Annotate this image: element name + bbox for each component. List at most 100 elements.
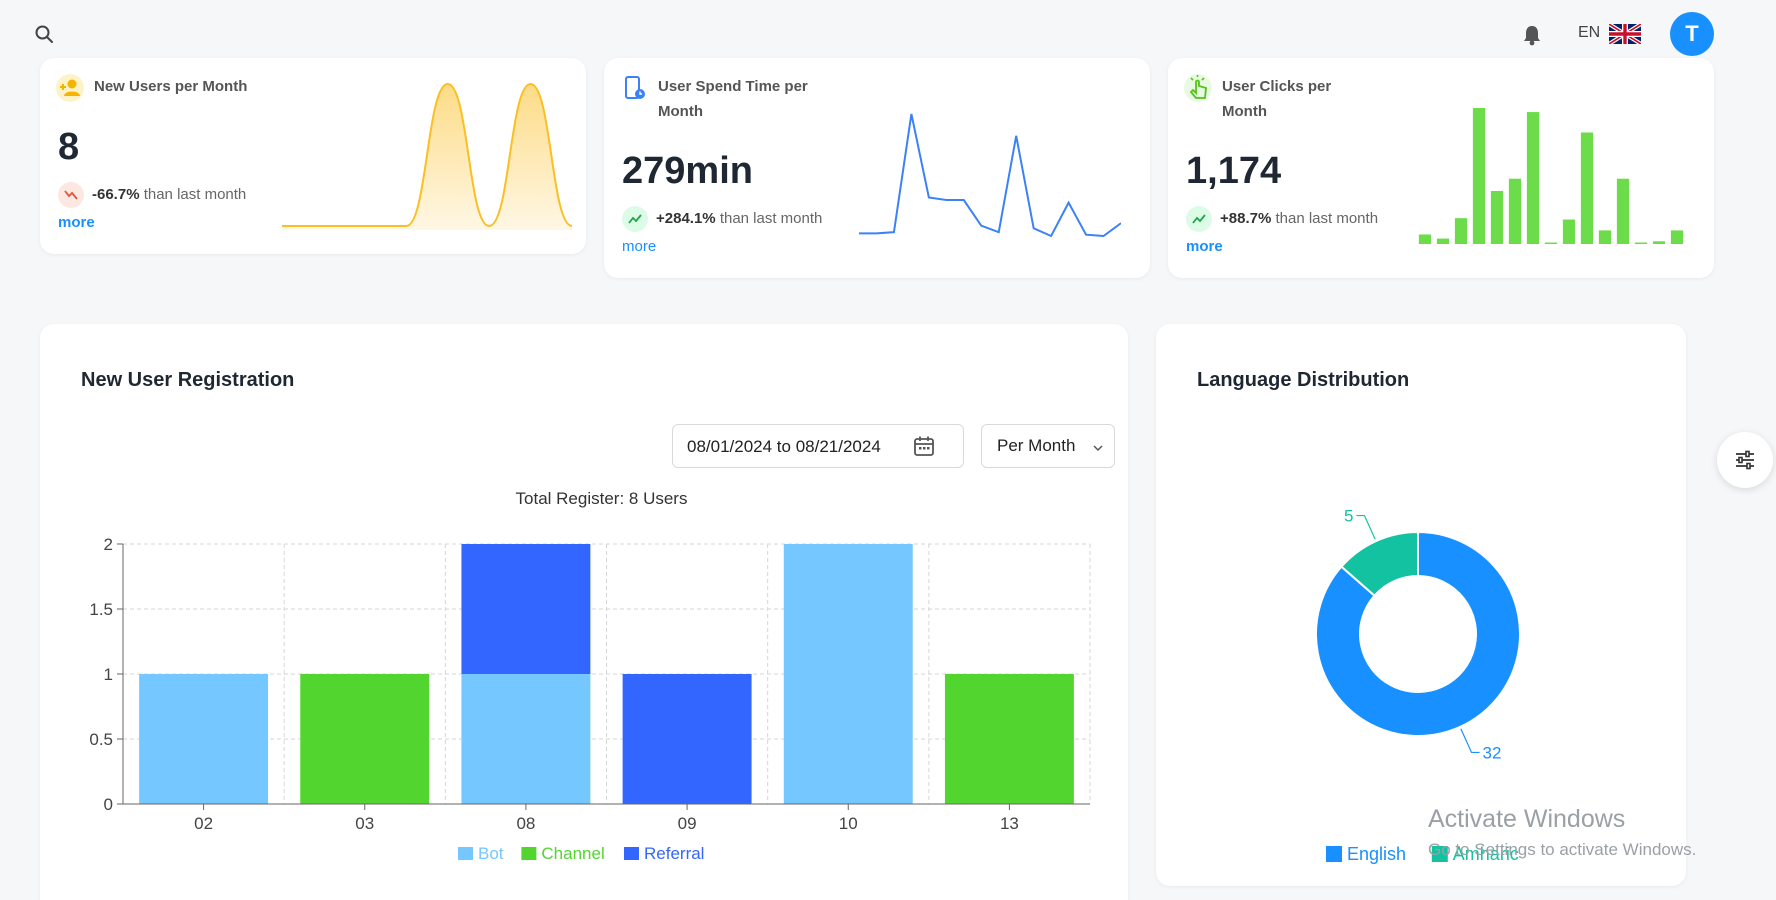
stat-title-line2: Month: [1222, 103, 1267, 120]
watermark-line1: Activate Windows: [1428, 805, 1626, 833]
y-tick-label: 1.5: [89, 600, 113, 619]
y-tick-label: 0.5: [89, 730, 113, 749]
spark-bar: [1544, 242, 1558, 244]
spark-bar: [1454, 218, 1468, 244]
top-bar: EN T: [0, 0, 1776, 60]
chevron-down-icon: [1092, 439, 1104, 459]
stat-title: User Spend Time per Month: [658, 74, 808, 124]
watermark-line2: Go to Settings to activate Windows.: [1428, 840, 1697, 859]
windows-activation-watermark: Activate Windows Go to Settings to activ…: [1428, 805, 1696, 860]
user-avatar[interactable]: T: [1670, 12, 1714, 56]
stat-title-line2: Month: [658, 103, 703, 120]
x-tick-label: 02: [194, 814, 213, 833]
legend-label[interactable]: Channel: [541, 844, 604, 863]
stat-change: +88.7% than last month: [1186, 206, 1378, 232]
more-link[interactable]: more: [58, 214, 95, 231]
notification-bell-icon[interactable]: [1522, 24, 1542, 51]
sliders-icon: [1736, 450, 1754, 470]
legend-swatch[interactable]: [458, 847, 473, 860]
legend-label[interactable]: English: [1347, 844, 1406, 864]
stat-change: +284.1% than last month: [622, 206, 822, 232]
spark-bar: [1436, 238, 1450, 244]
stat-title-line1: User Clicks per: [1222, 78, 1332, 95]
spark-bar: [1472, 108, 1486, 244]
spark-bar: [1562, 219, 1576, 244]
spark-bar: [1670, 230, 1684, 244]
stat-change-suffix: than last month: [1275, 209, 1379, 227]
sparkline-chart: [1418, 108, 1684, 244]
stat-change-suffix: than last month: [719, 209, 823, 227]
registration-chart: Total Register: 8 Users 0 0.5 1 1.5 2 02 03 08 09…: [89, 490, 1091, 863]
pie-slice-amharic[interactable]: [1340, 530, 1419, 598]
sparkline-chart: [282, 82, 572, 230]
trend-down-icon: [58, 182, 84, 208]
language-switch[interactable]: EN: [1578, 24, 1601, 41]
tap-hand-icon: [1184, 74, 1212, 102]
date-range-picker[interactable]: 08/01/2024 to 08/21/2024: [672, 424, 964, 468]
bar-bot[interactable]: [783, 544, 913, 804]
stat-change-percent: +284.1%: [656, 209, 716, 227]
spark-bar: [1598, 230, 1612, 244]
uk-flag-icon[interactable]: [1607, 22, 1643, 46]
registration-title: New User Registration: [81, 369, 295, 391]
legend-swatch[interactable]: [1326, 846, 1342, 862]
x-tick-label: 03: [355, 814, 374, 833]
bar-referral[interactable]: [461, 544, 591, 674]
sparkline-chart: [859, 113, 1121, 238]
legend-label[interactable]: Amharic: [1453, 844, 1519, 864]
stat-card-spend-time: User Spend Time per Month 279min +284.1%…: [604, 58, 1150, 278]
spark-bar: [1580, 132, 1594, 244]
bar-referral[interactable]: [622, 674, 752, 804]
more-link[interactable]: more: [1186, 238, 1223, 255]
add-user-icon: [56, 74, 84, 102]
search-icon[interactable]: [34, 24, 54, 49]
x-tick-label: 13: [1000, 814, 1019, 833]
stat-change-suffix: than last month: [143, 185, 247, 203]
pie-label-line: [1356, 514, 1376, 540]
y-tick-label: 2: [104, 535, 113, 554]
chart-title: Total Register: 8 Users: [516, 490, 688, 508]
date-range-value: 08/01/2024 to 08/21/2024: [687, 437, 881, 456]
phone-clock-icon: [620, 74, 648, 102]
stat-value: 1,174: [1186, 150, 1282, 192]
legend-label[interactable]: Bot: [478, 844, 504, 863]
stat-title: User Clicks per Month: [1222, 74, 1331, 124]
bar-bot[interactable]: [461, 674, 591, 804]
spark-bar: [1418, 234, 1432, 244]
more-link[interactable]: more: [622, 238, 657, 255]
spark-bar: [1508, 178, 1522, 244]
stat-change: -66.7% than last month: [58, 182, 246, 208]
language-chart: 32 5 English Amharic: [1315, 507, 1521, 864]
filter-settings-button[interactable]: [1717, 432, 1773, 488]
spark-bar: [1634, 242, 1648, 244]
x-tick-label: 09: [678, 814, 697, 833]
stat-title-line1: User Spend Time per: [658, 78, 808, 95]
legend-label[interactable]: Referral: [644, 844, 704, 863]
stat-change-percent: -66.7%: [92, 185, 140, 203]
period-select[interactable]: Per Month: [981, 424, 1115, 468]
bar-bot[interactable]: [139, 674, 269, 804]
spark-bar: [1526, 112, 1540, 244]
legend-swatch[interactable]: [521, 847, 537, 860]
spark-bar: [1490, 190, 1504, 244]
legend-swatch[interactable]: [1431, 846, 1448, 862]
language-title: Language Distribution: [1197, 369, 1410, 391]
bar-channel[interactable]: [300, 674, 430, 804]
x-tick-label: 10: [839, 814, 858, 833]
stat-card-new-users: New Users per Month 8 -66.7% than last m…: [40, 58, 586, 254]
pie-slice-english[interactable]: [1315, 530, 1521, 737]
y-tick-label: 1: [104, 665, 113, 684]
stat-title: New Users per Month: [94, 74, 247, 99]
period-select-value: Per Month: [997, 436, 1076, 455]
spark-line: [282, 82, 572, 228]
stat-title-line1: New Users per Month: [94, 78, 248, 95]
calendar-icon[interactable]: [913, 435, 935, 462]
spark-bar: [1616, 178, 1630, 244]
stat-card-clicks: User Clicks per Month 1,174 +88.7% than …: [1168, 58, 1714, 278]
bar-channel[interactable]: [944, 674, 1074, 804]
pie-value-label: 5: [1344, 507, 1353, 526]
pie-value-label: 32: [1483, 743, 1502, 762]
legend-swatch[interactable]: [624, 847, 639, 860]
x-tick-label: 08: [516, 814, 535, 833]
stat-value: 8: [58, 126, 80, 168]
